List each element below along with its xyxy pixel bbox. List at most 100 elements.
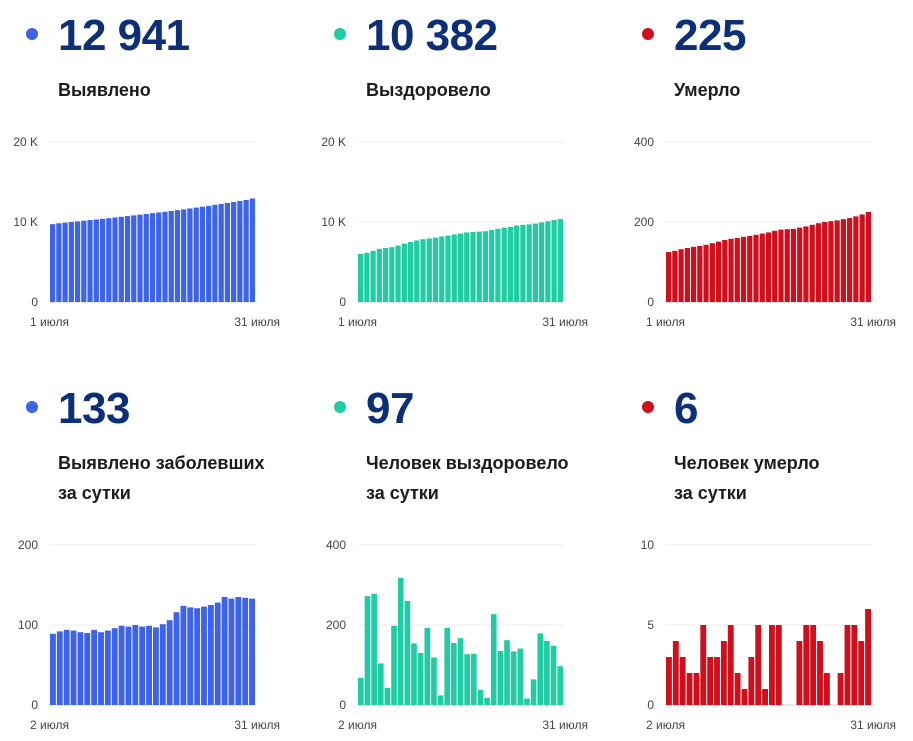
bar: [207, 605, 214, 705]
bar: [684, 248, 690, 302]
bar: [187, 607, 194, 705]
bar: [389, 247, 395, 302]
bar: [243, 199, 249, 302]
bar: [778, 229, 784, 302]
bar: [159, 624, 166, 705]
bar: [111, 628, 118, 705]
stat-label-line: Выявлено: [58, 80, 151, 100]
bar: [444, 627, 451, 705]
bar-chart: 0 10 K 20 K 1 июля 31 июля: [13, 135, 280, 329]
bar: [84, 633, 91, 705]
bar: [99, 218, 106, 302]
bar: [212, 204, 218, 302]
daily-value: 133: [58, 384, 130, 433]
y-tick-label: 10 K: [321, 215, 346, 229]
stat-label-line: Выявлено заболевших: [58, 453, 265, 473]
bar: [740, 236, 747, 302]
y-tick-label: 0: [647, 698, 654, 712]
bar: [237, 200, 243, 302]
bar: [762, 689, 768, 705]
bar: [149, 213, 156, 302]
bar: [539, 222, 545, 302]
bar: [206, 205, 212, 302]
bar: [537, 633, 544, 705]
bar: [106, 218, 112, 302]
bar: [810, 625, 817, 705]
x-tick-label: 31 июля: [234, 718, 280, 732]
bar: [124, 216, 131, 302]
bar: [56, 631, 63, 705]
bar: [847, 218, 853, 302]
stat-label: Выздоровело: [366, 75, 491, 105]
bar: [853, 216, 859, 302]
bar: [81, 220, 87, 302]
bar: [193, 207, 199, 302]
bar: [91, 629, 98, 705]
bar: [803, 625, 810, 705]
bar: [714, 657, 720, 705]
bar: [765, 232, 772, 302]
bar: [426, 238, 432, 302]
bar: [397, 577, 404, 705]
bar: [118, 625, 125, 705]
bar: [551, 220, 557, 302]
bar: [156, 212, 162, 302]
bar: [187, 208, 193, 302]
bar: [510, 651, 517, 705]
bar: [50, 224, 56, 302]
y-tick-label: 100: [18, 618, 38, 632]
panel-daily-recovered: 97 Человек выздоровело за сутки 0 200 400 2…: [308, 374, 598, 741]
bar: [747, 236, 753, 302]
y-tick-label: 200: [634, 215, 654, 229]
stat-label-line: Человек умерло: [674, 453, 820, 473]
bar: [199, 206, 206, 302]
panel-daily-deaths: 6 Человек умерло за сутки 0 5 10 2 июля 31 и…: [616, 374, 906, 741]
bar: [784, 229, 790, 302]
y-tick-label: 20 K: [321, 135, 346, 149]
y-tick-label: 200: [18, 538, 38, 552]
total-value: 12 941: [58, 11, 190, 60]
bar: [451, 234, 457, 302]
bar: [859, 214, 865, 302]
bar: [697, 246, 703, 302]
bar: [865, 212, 871, 302]
bar: [162, 211, 168, 302]
bar: [834, 220, 840, 302]
bar: [131, 215, 137, 302]
bar: [146, 625, 152, 705]
bar: [424, 627, 431, 705]
bar: [451, 643, 457, 705]
bar: [221, 597, 228, 705]
bar: [218, 203, 224, 302]
bar: [679, 657, 686, 705]
bar: [364, 252, 370, 302]
bar: [174, 210, 181, 302]
bar: [700, 625, 707, 705]
bar: [514, 225, 520, 302]
y-tick-label: 200: [326, 618, 346, 632]
bar: [550, 645, 557, 705]
bar: [376, 248, 382, 302]
stat-label-line: Умерло: [674, 80, 741, 100]
bar: [722, 240, 728, 302]
y-tick-label: 5: [647, 618, 654, 632]
y-tick-label: 400: [326, 538, 346, 552]
bar: [476, 231, 482, 302]
bar: [520, 224, 526, 302]
bar: [77, 632, 84, 705]
bar: [439, 236, 445, 302]
bar: [495, 228, 501, 302]
bar: [411, 643, 417, 705]
bar: [507, 226, 514, 302]
stat-label-line: за сутки: [674, 483, 747, 503]
bar: [224, 202, 231, 302]
x-tick-label: 31 июля: [234, 315, 280, 329]
bar: [769, 625, 775, 705]
bar: [370, 250, 376, 302]
bar: [734, 238, 740, 302]
bar: [235, 597, 242, 705]
x-tick-label: 1 июля: [646, 315, 685, 329]
bar: [790, 228, 797, 302]
bar: [420, 239, 426, 302]
bar: [143, 213, 149, 302]
